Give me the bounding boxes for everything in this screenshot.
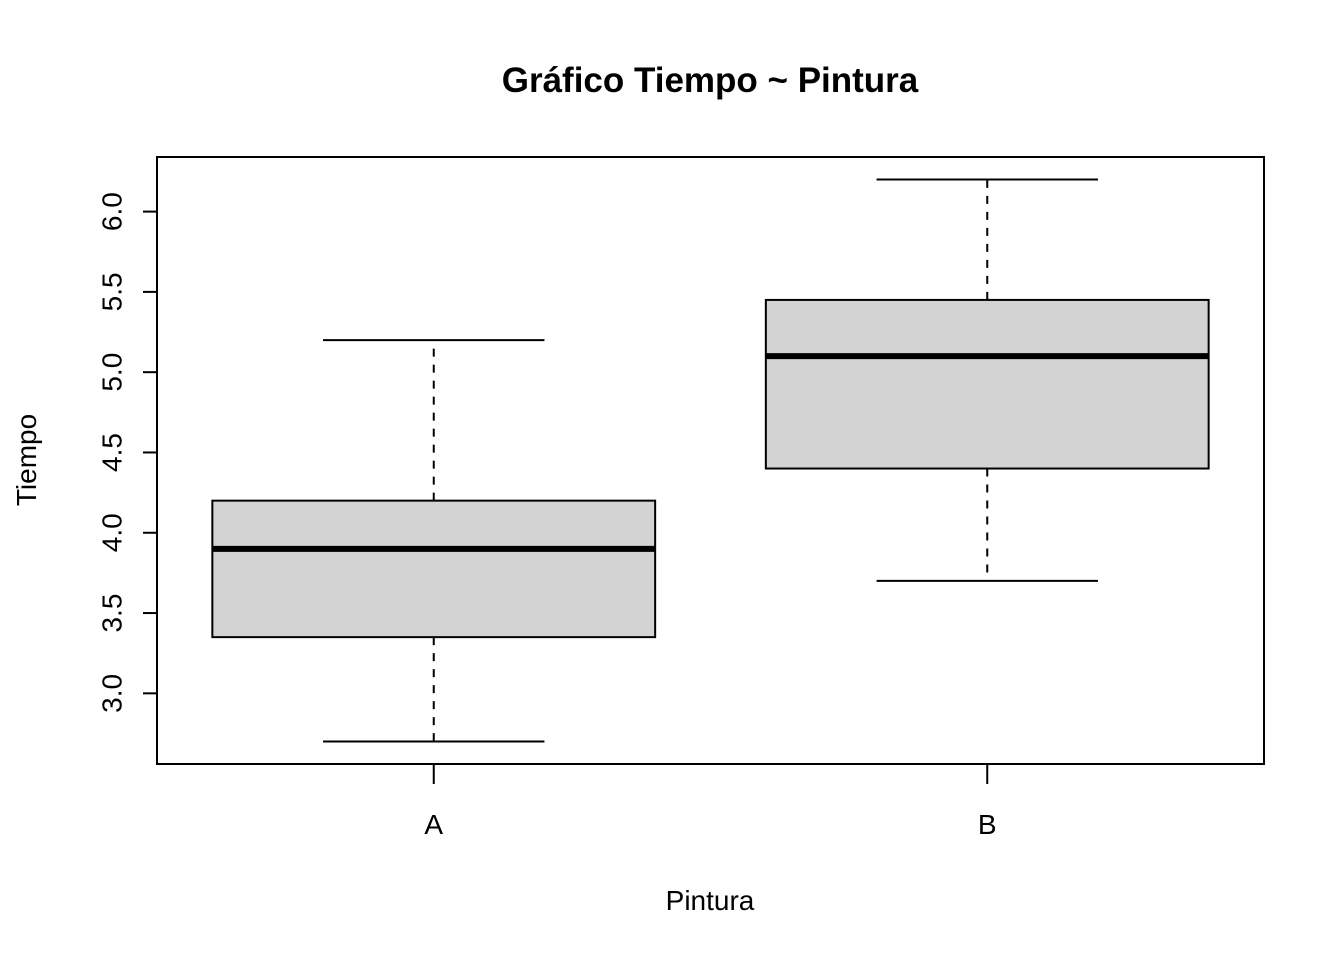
y-tick-label: 4.5 <box>96 433 127 472</box>
boxes-group <box>211 178 1210 743</box>
y-tick-label: 6.0 <box>96 192 127 231</box>
iqr-box <box>211 499 657 639</box>
x-tick-label: B <box>978 809 997 840</box>
y-axis-label: Tiempo <box>11 414 42 506</box>
y-tick-label: 5.0 <box>96 353 127 392</box>
box-b <box>764 178 1210 582</box>
y-tick-label: 3.0 <box>96 674 127 713</box>
box-a <box>211 339 657 743</box>
y-axis: 3.0 3.5 4.0 4.5 5.0 5.5 6.0 <box>96 192 158 713</box>
iqr-box <box>764 298 1210 470</box>
y-tick-label: 4.0 <box>96 513 127 552</box>
y-tick-label: 3.5 <box>96 594 127 633</box>
x-tick-label: A <box>424 809 443 840</box>
y-tick-label: 5.5 <box>96 272 127 311</box>
chart-title: Gráfico Tiempo ~ Pintura <box>502 61 919 100</box>
x-axis-label: Pintura <box>666 885 755 916</box>
